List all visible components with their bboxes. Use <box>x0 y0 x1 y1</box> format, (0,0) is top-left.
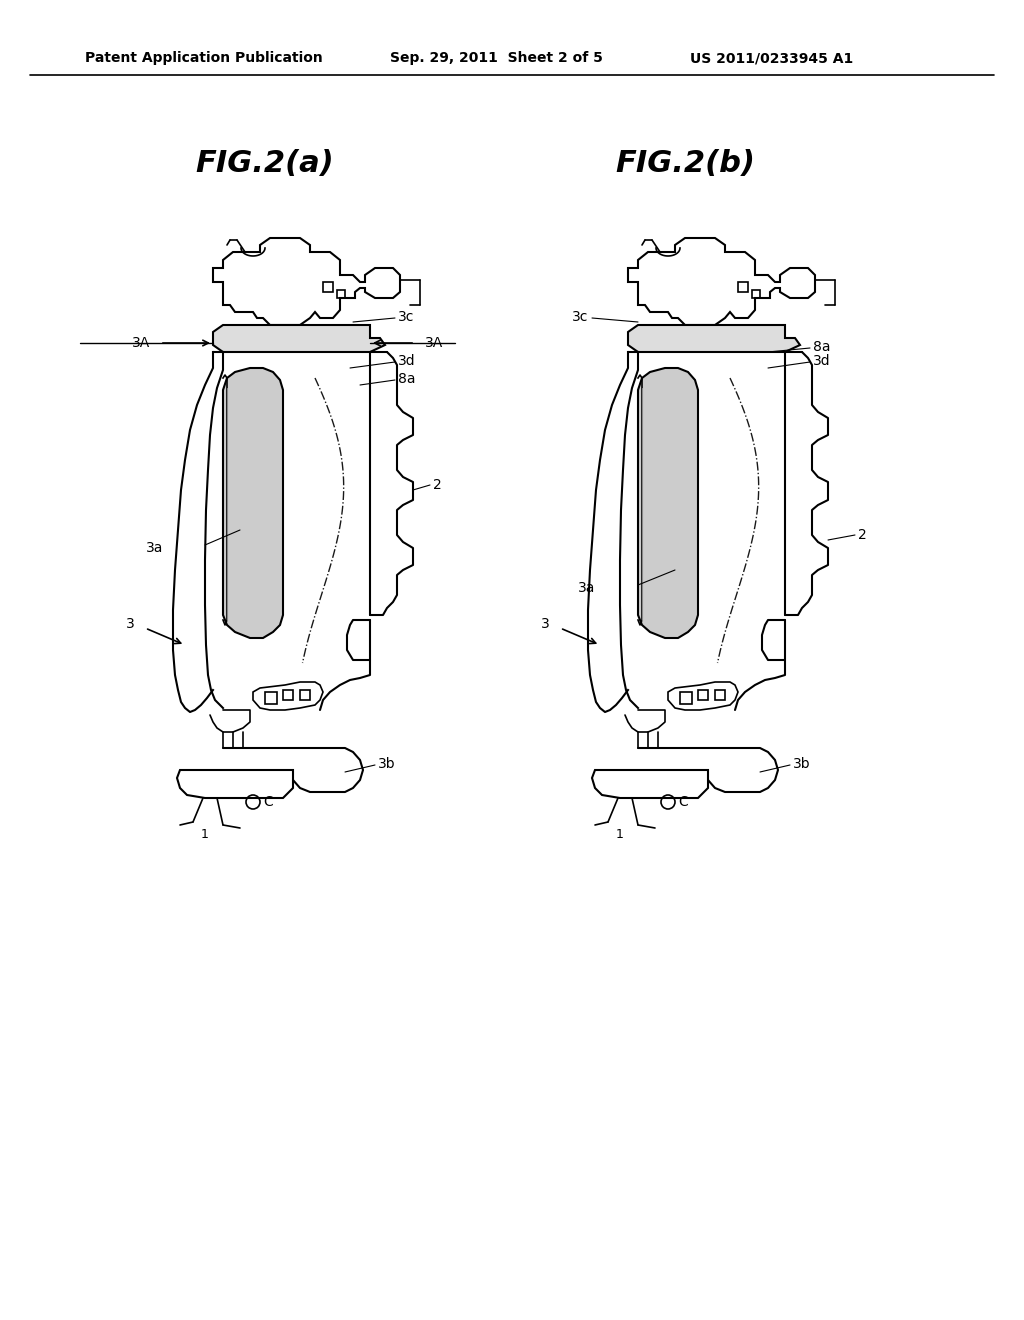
Text: 3A: 3A <box>132 337 150 350</box>
Text: 3d: 3d <box>813 354 830 368</box>
Text: 1: 1 <box>616 829 624 842</box>
Text: 3b: 3b <box>378 756 395 771</box>
Text: C: C <box>263 795 272 809</box>
Polygon shape <box>223 368 283 638</box>
Polygon shape <box>213 325 385 352</box>
Text: 3: 3 <box>542 616 550 631</box>
Text: 1: 1 <box>201 829 209 842</box>
Text: 8a: 8a <box>813 341 830 354</box>
Text: 3: 3 <box>126 616 135 631</box>
Text: 3b: 3b <box>793 756 811 771</box>
Bar <box>680 692 692 704</box>
Text: 8a: 8a <box>398 372 416 385</box>
Text: 3d: 3d <box>398 354 416 368</box>
Bar <box>283 690 293 700</box>
Bar <box>323 282 333 292</box>
Text: C: C <box>678 795 688 809</box>
Bar <box>698 690 708 700</box>
Polygon shape <box>638 368 698 638</box>
Text: FIG.2(b): FIG.2(b) <box>615 149 755 177</box>
Bar <box>300 690 310 700</box>
Text: 3c: 3c <box>571 310 588 323</box>
Text: Patent Application Publication: Patent Application Publication <box>85 51 323 65</box>
Bar <box>752 290 760 298</box>
Text: 3c: 3c <box>398 310 415 323</box>
Text: 2: 2 <box>858 528 866 543</box>
Bar <box>265 692 278 704</box>
Text: 3a: 3a <box>578 581 595 595</box>
Text: 3a: 3a <box>145 541 163 554</box>
Polygon shape <box>628 325 800 352</box>
Text: US 2011/0233945 A1: US 2011/0233945 A1 <box>690 51 853 65</box>
Bar <box>337 290 345 298</box>
Bar <box>738 282 748 292</box>
Text: Sep. 29, 2011  Sheet 2 of 5: Sep. 29, 2011 Sheet 2 of 5 <box>390 51 603 65</box>
Text: 2: 2 <box>433 478 441 492</box>
Text: 3A: 3A <box>425 337 443 350</box>
Bar <box>715 690 725 700</box>
Text: FIG.2(a): FIG.2(a) <box>196 149 335 177</box>
